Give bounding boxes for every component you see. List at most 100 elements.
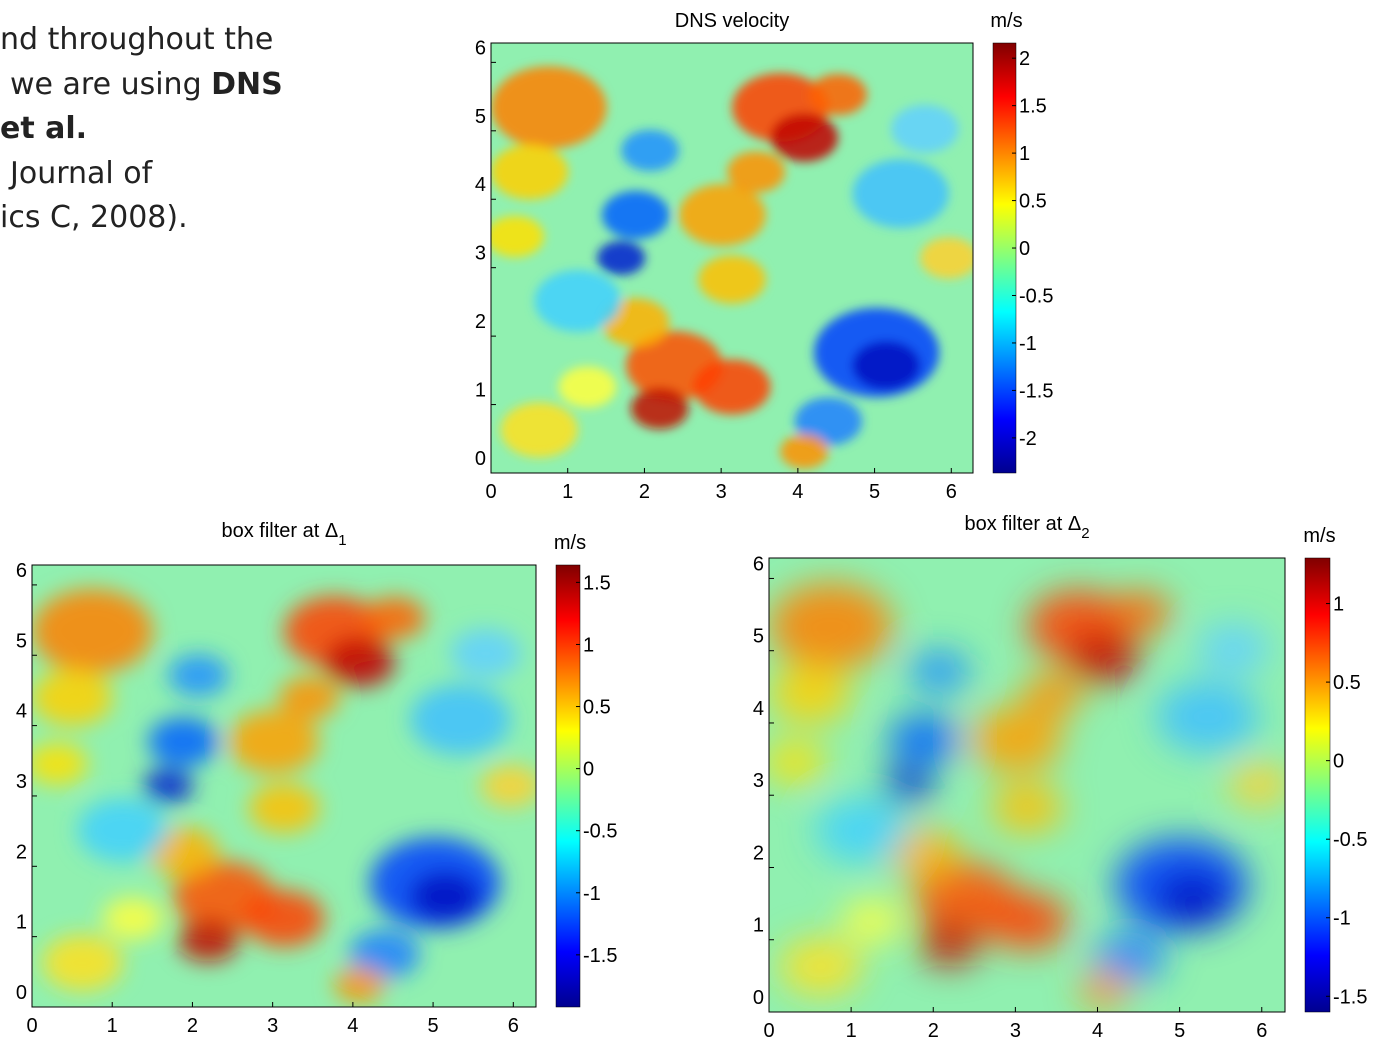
x-tick-label: 2 bbox=[928, 1020, 939, 1040]
x-tick-label: 3 bbox=[716, 481, 727, 503]
field-blob bbox=[887, 714, 960, 766]
field-blob bbox=[364, 596, 426, 640]
x-tick-label: 2 bbox=[187, 1015, 198, 1037]
field-blob bbox=[769, 740, 826, 785]
text-span: DNS bbox=[211, 66, 283, 102]
field-blobs bbox=[769, 582, 1285, 1008]
field-blob bbox=[178, 919, 239, 962]
y-tick-label: 0 bbox=[16, 982, 27, 1004]
x-tick-label: 4 bbox=[792, 481, 803, 503]
y-tick-label: 5 bbox=[475, 106, 486, 128]
colorbar-tick-label: -1 bbox=[1333, 908, 1351, 930]
field-blob bbox=[410, 684, 511, 756]
colorbar-tick-label: 0 bbox=[1019, 238, 1030, 260]
field-blob bbox=[168, 654, 229, 697]
field-blob bbox=[770, 113, 839, 162]
chart-title: DNS velocity bbox=[675, 10, 789, 32]
field-blob bbox=[1228, 763, 1285, 807]
x-tick-label: 4 bbox=[1092, 1020, 1103, 1040]
colorbar-label: m/s bbox=[1303, 525, 1335, 547]
title-text: box filter at Δ bbox=[964, 513, 1081, 535]
y-tick-label: 6 bbox=[753, 553, 764, 575]
text-span: Journal of bbox=[10, 155, 153, 191]
colorbar-tick-label: -2 bbox=[1019, 428, 1037, 450]
field-blob bbox=[919, 237, 973, 279]
field-blob bbox=[621, 129, 679, 172]
field-blob bbox=[841, 899, 904, 943]
y-tick-label: 3 bbox=[16, 771, 27, 793]
field-blob bbox=[852, 159, 949, 228]
colorbar-tick-label: 0 bbox=[583, 759, 594, 781]
heatmap-field bbox=[32, 565, 536, 1007]
title-text: box filter at Δ bbox=[221, 520, 338, 542]
text-line: nd throughout the bbox=[0, 22, 273, 66]
colorbar-tick-label: 0.5 bbox=[583, 697, 611, 719]
y-tick-label: 2 bbox=[753, 842, 764, 864]
x-tick-label: 0 bbox=[485, 481, 496, 503]
field-blob bbox=[334, 967, 385, 1003]
x-tick-label: 2 bbox=[639, 481, 650, 503]
colorbar-tick-label: 0.5 bbox=[1019, 191, 1047, 213]
x-tick-label: 4 bbox=[347, 1015, 358, 1037]
field-blobs bbox=[491, 66, 973, 469]
y-tick-label: 1 bbox=[753, 915, 764, 937]
text-line: Journal of bbox=[10, 156, 152, 200]
field-blob bbox=[534, 270, 622, 332]
x-tick-label: 5 bbox=[1174, 1020, 1185, 1040]
x-tick-label: 3 bbox=[267, 1015, 278, 1037]
plot-frame bbox=[768, 557, 1286, 1013]
text-span: nd throughout the bbox=[0, 22, 274, 57]
colorbar-tick-label: 1 bbox=[1019, 143, 1030, 165]
colorbar-label: m/s bbox=[990, 10, 1022, 32]
plot-frame bbox=[31, 564, 537, 1008]
field-blob bbox=[630, 387, 689, 430]
field-blob bbox=[908, 649, 971, 694]
colorbar-label: m/s bbox=[554, 532, 586, 554]
colorbar-tick-label: 0.5 bbox=[1333, 672, 1361, 694]
colorbar-tick-label: -1 bbox=[1019, 333, 1037, 355]
y-tick-label: 5 bbox=[753, 626, 764, 648]
x-tick-label: 6 bbox=[946, 481, 957, 503]
colorbar-tick-label: -0.5 bbox=[1019, 285, 1053, 307]
x-tick-label: 6 bbox=[1256, 1020, 1267, 1040]
x-tick-label: 5 bbox=[428, 1015, 439, 1037]
field-blob bbox=[450, 628, 521, 679]
colorbar bbox=[992, 42, 1017, 474]
field-blob bbox=[558, 366, 617, 408]
y-tick-label: 6 bbox=[16, 560, 27, 582]
field-blob bbox=[891, 104, 959, 154]
field-blob bbox=[918, 922, 981, 966]
field-blob bbox=[990, 782, 1064, 834]
text-line: ics C, 2008). bbox=[0, 200, 188, 244]
field-blob bbox=[794, 397, 863, 446]
y-tick-label: 4 bbox=[16, 701, 27, 723]
colorbar-tick-label: 1 bbox=[1333, 594, 1344, 616]
text-line: et al. bbox=[0, 111, 87, 155]
chart-title: box filter at Δ1 bbox=[221, 520, 346, 549]
colorbar-tick-label: -0.5 bbox=[1333, 829, 1367, 851]
field-blob bbox=[147, 717, 219, 767]
x-tick-label: 1 bbox=[107, 1015, 118, 1037]
field-blob bbox=[815, 797, 909, 864]
y-tick-label: 4 bbox=[475, 174, 486, 196]
field-blobs bbox=[32, 588, 536, 1003]
field-blob bbox=[410, 871, 481, 922]
field-blob bbox=[1156, 873, 1229, 924]
field-blob bbox=[32, 588, 153, 674]
y-tick-label: 1 bbox=[16, 912, 27, 934]
y-tick-label: 2 bbox=[16, 841, 27, 863]
x-tick-label: 1 bbox=[562, 481, 573, 503]
field-blob bbox=[324, 637, 395, 687]
y-tick-label: 4 bbox=[753, 698, 764, 720]
x-tick-label: 3 bbox=[1010, 1020, 1021, 1040]
field-blob bbox=[769, 582, 893, 670]
field-blob bbox=[1021, 672, 1084, 716]
field-blob bbox=[1109, 590, 1172, 635]
field-blob bbox=[779, 937, 862, 996]
field-blob bbox=[243, 890, 325, 947]
title-text: DNS velocity bbox=[675, 10, 789, 32]
field-blob bbox=[970, 706, 1064, 773]
y-tick-label: 0 bbox=[475, 448, 486, 470]
